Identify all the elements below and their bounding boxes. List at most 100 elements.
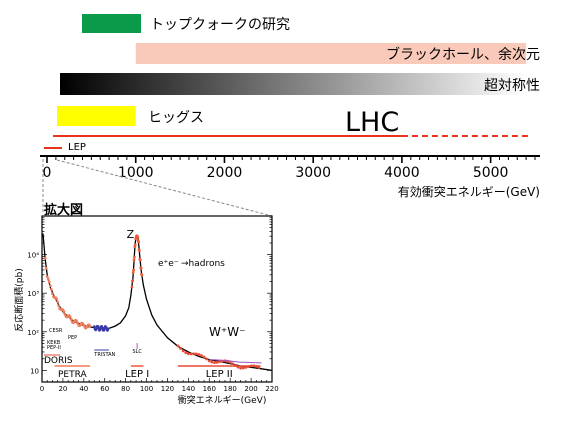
data-point-lep2 (239, 366, 243, 370)
data-point-tristan (98, 328, 102, 331)
data-point-lep1 (136, 235, 140, 239)
inset-y-tick-label: 10⁴ (27, 252, 39, 260)
top-x-axis-label: 有効衝突エネルギー(GeV) (398, 184, 540, 199)
data-point-petra (63, 312, 67, 316)
data-point-lep2 (241, 366, 245, 370)
data-point-lep1 (133, 255, 136, 259)
data-point-petra (45, 275, 49, 279)
data-point-petra (56, 300, 60, 304)
exp-pep-label: PEP (68, 335, 77, 341)
data-point-petra (75, 319, 78, 323)
data-point-petra (88, 324, 92, 328)
label-lhc: LHC (345, 107, 399, 138)
data-point-lep1 (138, 258, 142, 262)
data-point-lep2 (189, 352, 193, 356)
data-point-lep2 (176, 344, 180, 348)
label-higgs: ヒッグス (148, 110, 204, 126)
top-x-tick-label: 1000 (118, 165, 154, 181)
data-point-tristan (106, 327, 110, 331)
exp-slc-label: SLC (132, 349, 142, 355)
data-point-tristan (92, 325, 96, 328)
inset-x-tick-label: 100 (140, 385, 153, 393)
bar-susy (60, 73, 527, 95)
bar-black-hole (135, 43, 527, 64)
data-point-petra (62, 310, 66, 313)
label-lep: LEP (68, 142, 86, 153)
data-point-lep2 (210, 360, 214, 364)
exp-lep1-label: LEP I (125, 369, 149, 380)
data-point-lep2 (200, 354, 203, 357)
inset-x-tick-label: 140 (182, 385, 195, 393)
inset-y-tick-label: 10² (27, 329, 39, 337)
inset-x-tick-label: 220 (265, 385, 278, 393)
data-point-lep1 (132, 258, 136, 262)
data-point-lep2 (202, 355, 206, 359)
data-point-petra (68, 315, 72, 319)
data-point-tristan (104, 325, 108, 329)
data-point-petra (47, 280, 51, 284)
label-process-arrow: →hadrons (181, 259, 225, 269)
exp-lep2-label: LEP II (206, 369, 233, 380)
top-x-tick-label: 3000 (295, 165, 331, 181)
inset-x-tick-label: 0 (40, 385, 44, 393)
data-point-petra (55, 297, 59, 301)
inset-frame (41, 215, 273, 383)
inset-y-tick-label: 10 (30, 367, 39, 375)
label-ww: W⁺W⁻ (209, 325, 245, 339)
inset-x-tick-label: 120 (161, 385, 174, 393)
label-black-hole: ブラックホール、余次元 (386, 46, 540, 63)
inset-x-tick-label: 180 (223, 385, 236, 393)
data-point-lep2 (184, 351, 188, 355)
data-point-lep1 (140, 273, 144, 277)
inset-x-tick-label: 160 (203, 385, 216, 393)
data-point-lep1 (139, 266, 143, 270)
data-point-lep2 (179, 347, 182, 350)
data-point-petra (76, 321, 79, 325)
data-point-petra (57, 304, 61, 308)
label-process-ee: e⁺e⁻ (158, 259, 179, 269)
inset-x-tick-label: 20 (58, 385, 67, 393)
zoom-line-right (56, 159, 273, 217)
inset-y-tick-label: 10³ (27, 290, 39, 298)
cross-section-curve (42, 233, 273, 372)
data-point-lep2 (218, 360, 222, 364)
data-point-petra (69, 318, 73, 321)
top-x-tick-label: 5000 (473, 165, 509, 181)
data-point-petra (46, 278, 50, 281)
data-point-lep2 (213, 361, 216, 364)
data-point-lep2 (194, 352, 198, 356)
bar-top-quark (82, 14, 141, 33)
data-point-lep2 (215, 360, 219, 364)
top-x-tick-label: 0 (43, 165, 52, 181)
inset-x-axis-label: 衝突エネルギー(GeV) (178, 394, 267, 406)
exp-cesr-label: CESR (49, 328, 63, 334)
inset-x-tick-label: 60 (100, 385, 109, 393)
exp-petra-label: PETRA (58, 370, 88, 380)
data-point-petra (44, 266, 48, 270)
exp-tristan-label: TRISTAN (93, 352, 115, 358)
data-point-petra (43, 256, 47, 260)
data-point-petra (48, 284, 52, 288)
top-x-tick-label: 4000 (384, 165, 420, 181)
data-point-petra (51, 292, 54, 296)
data-point-lep2 (192, 352, 195, 356)
data-point-lep2 (231, 362, 235, 366)
data-point-lep1 (130, 285, 134, 289)
inset-x-tick-label: 80 (121, 385, 130, 393)
data-point-petra (82, 323, 86, 327)
inset-y-axis-label: 反応断面積(pb) (13, 268, 25, 331)
data-point-lep2 (257, 366, 261, 369)
data-point-lep1 (131, 279, 135, 283)
exp-kekb-label: KEKB (47, 340, 61, 346)
data-point-lep2 (207, 359, 211, 363)
data-point-lep2 (197, 353, 201, 356)
inset-x-tick-label: 200 (244, 385, 257, 393)
inset-title: 拡大図 (44, 202, 83, 218)
exp-pep2-label: PEP-II (47, 345, 61, 351)
data-point-petra (50, 287, 53, 291)
data-point-lep1 (133, 243, 137, 247)
data-point-lep1 (132, 268, 135, 272)
exp-doris-label: DORIS (44, 356, 73, 366)
data-point-lep1 (137, 240, 141, 244)
